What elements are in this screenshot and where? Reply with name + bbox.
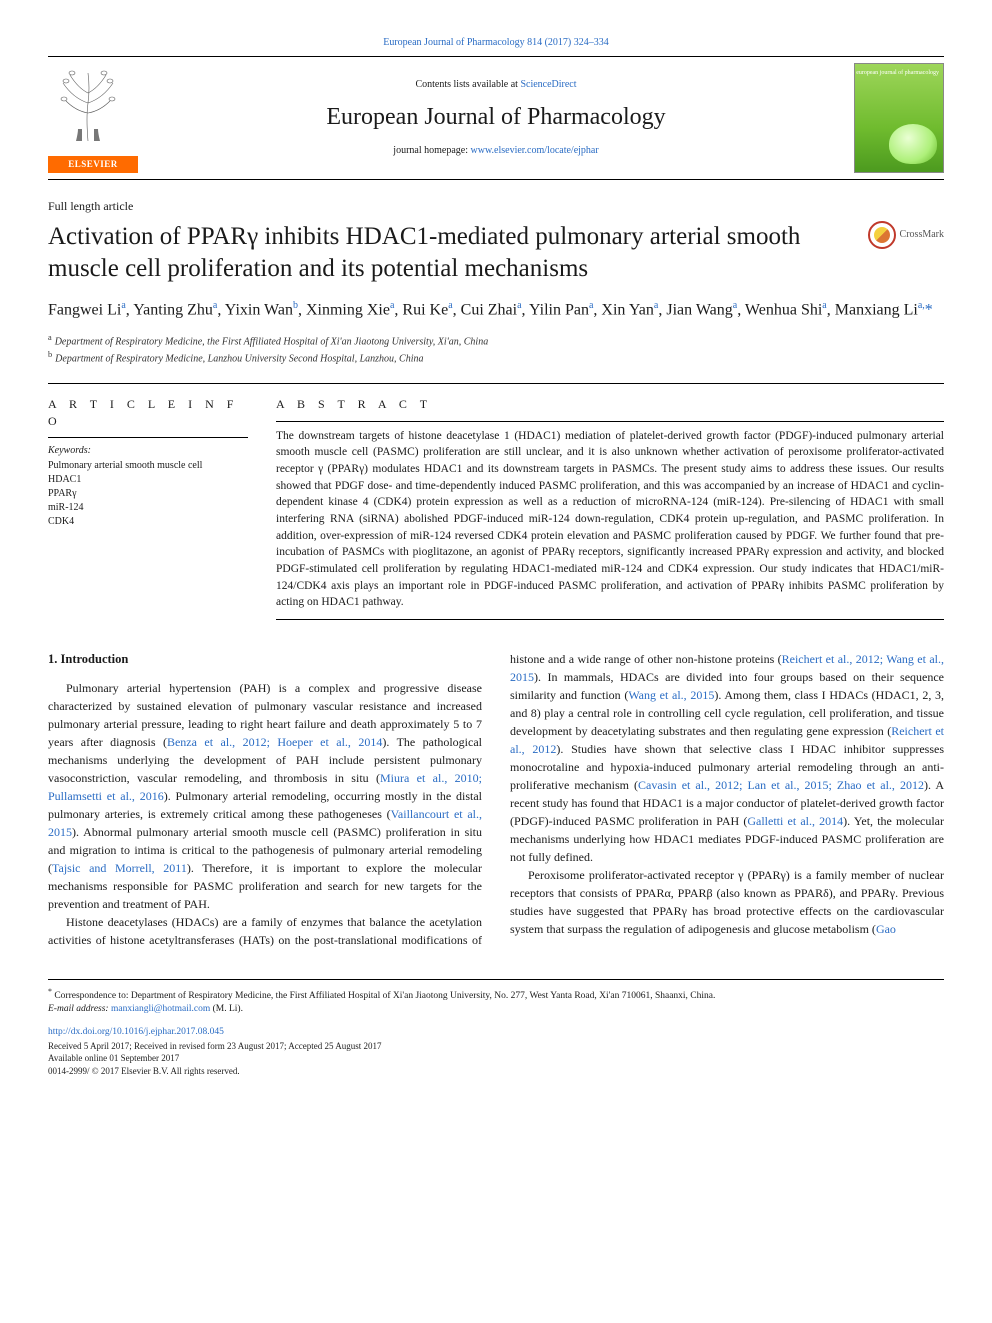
divider — [48, 437, 248, 438]
citation-link[interactable]: Cavasin et al., 2012; Lan et al., 2015; … — [638, 778, 924, 792]
sciencedirect-link[interactable]: ScienceDirect — [520, 79, 576, 90]
keywords-label: Keywords: — [48, 444, 248, 458]
keyword: miR-124 — [48, 501, 248, 515]
keyword: CDK4 — [48, 515, 248, 529]
doi-link[interactable]: http://dx.doi.org/10.1016/j.ejphar.2017.… — [48, 1027, 224, 1037]
crossmark-icon — [868, 221, 896, 249]
abstract-text: The downstream targets of histone deacet… — [276, 428, 944, 611]
keyword: HDAC1 — [48, 473, 248, 487]
elsevier-tree-icon — [48, 63, 128, 143]
crossmark-widget[interactable]: CrossMark — [868, 221, 944, 249]
article-history: Received 5 April 2017; Received in revis… — [48, 1040, 944, 1053]
header-center: Contents lists available at ScienceDirec… — [150, 63, 842, 173]
divider — [276, 619, 944, 620]
keyword: Pulmonary arterial smooth muscle cell — [48, 459, 248, 473]
crossmark-label: CrossMark — [900, 228, 944, 242]
homepage-line: journal homepage: www.elsevier.com/locat… — [150, 144, 842, 158]
article-info: A R T I C L E I N F O Keywords: Pulmonar… — [48, 396, 248, 620]
keyword: PPARγ — [48, 487, 248, 501]
citation-link[interactable]: Wang et al., 2015 — [628, 688, 714, 702]
intro-heading: 1. Introduction — [48, 650, 482, 669]
author-list: Fangwei Lia, Yanting Zhua, Yixin Wanb, X… — [48, 298, 944, 322]
journal-header: ELSEVIER Contents lists available at Sci… — [48, 56, 944, 180]
publisher-block: ELSEVIER — [48, 63, 138, 173]
email-link[interactable]: manxiangli@hotmail.com — [111, 1004, 210, 1014]
journal-cover-image: european journal of pharmacology — [854, 63, 944, 173]
copyright: 0014-2999/ © 2017 Elsevier B.V. All righ… — [48, 1065, 944, 1078]
abstract-heading: A B S T R A C T — [276, 396, 944, 413]
citation-link[interactable]: Benza et al., 2012; Hoeper et al., 2014 — [167, 735, 382, 749]
homepage-pre: journal homepage: — [393, 145, 470, 156]
article-footer: * Correspondence to: Department of Respi… — [48, 979, 944, 1078]
publisher-label: ELSEVIER — [48, 156, 138, 173]
keywords-list: Pulmonary arterial smooth muscle cellHDA… — [48, 459, 248, 529]
cover-label: european journal of pharmacology — [856, 70, 939, 77]
article-body: 1. Introduction Pulmonary arterial hyper… — [48, 650, 944, 949]
citation-link[interactable]: Galletti et al., 2014 — [747, 814, 843, 828]
article-info-heading: A R T I C L E I N F O — [48, 396, 248, 430]
homepage-link[interactable]: www.elsevier.com/locate/ejphar — [471, 145, 599, 156]
citation-link[interactable]: Tajsic and Morrell, 2011 — [52, 861, 187, 875]
contents-line: Contents lists available at ScienceDirec… — [150, 78, 842, 92]
journal-name: European Journal of Pharmacology — [150, 101, 842, 135]
article-section-type: Full length article — [48, 198, 944, 215]
divider — [48, 383, 944, 384]
journal-issue-link: European Journal of Pharmacology 814 (20… — [48, 36, 944, 50]
journal-cover: european journal of pharmacology — [854, 63, 944, 173]
correspondence-email: E-mail address: manxiangli@hotmail.com (… — [48, 1003, 944, 1016]
citation-link[interactable]: Gao — [876, 922, 896, 936]
issue-link[interactable]: European Journal of Pharmacology 814 (20… — [383, 37, 609, 48]
body-paragraph: Peroxisome proliferator-activated recept… — [510, 866, 944, 938]
correspondence: * Correspondence to: Department of Respi… — [48, 986, 944, 1003]
abstract: A B S T R A C T The downstream targets o… — [276, 396, 944, 620]
contents-pre: Contents lists available at — [415, 79, 520, 90]
cover-badge-icon — [889, 124, 937, 164]
affiliation-list: aDepartment of Respiratory Medicine, the… — [48, 332, 944, 367]
divider — [276, 421, 944, 422]
article-title: Activation of PPARγ inhibits HDAC1-media… — [48, 221, 848, 286]
body-paragraph: Pulmonary arterial hypertension (PAH) is… — [48, 679, 482, 913]
online-date: Available online 01 September 2017 — [48, 1052, 944, 1065]
